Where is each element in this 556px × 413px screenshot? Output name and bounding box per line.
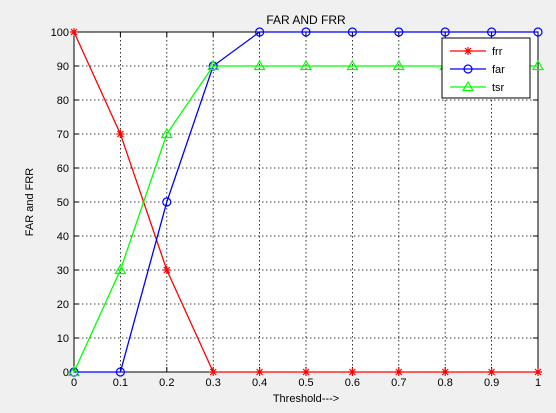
data-point-tsr xyxy=(392,59,405,71)
x-tick-label: 1 xyxy=(535,377,541,389)
data-point-frr xyxy=(302,368,310,376)
y-tick-label: 30 xyxy=(57,265,69,277)
data-point-far xyxy=(255,27,265,37)
y-tick-label: 60 xyxy=(57,163,69,175)
y-tick-label: 40 xyxy=(57,231,69,243)
data-point-frr xyxy=(394,368,403,376)
data-point-tsr xyxy=(253,59,266,71)
data-point-far xyxy=(162,197,172,207)
y-tick-label: 20 xyxy=(57,299,69,311)
data-point-tsr xyxy=(67,365,81,377)
y-tick-label: 50 xyxy=(57,197,69,209)
legend: frr far tsr xyxy=(441,37,531,99)
legend-label-tsr: tsr xyxy=(492,82,505,94)
x-tick-label: 0.7 xyxy=(391,377,406,389)
data-point-frr xyxy=(70,28,78,36)
y-tick-label: 0 xyxy=(63,367,69,379)
x-tick-label: 0.8 xyxy=(438,377,453,389)
data-point-far xyxy=(487,27,497,37)
grid-lines xyxy=(74,32,538,372)
data-point-far xyxy=(394,27,404,37)
y-tick-label: 80 xyxy=(57,95,69,107)
y-tick-label: 90 xyxy=(57,61,69,73)
x-tick-label: 0.2 xyxy=(159,377,174,389)
x-tick-label: 0.3 xyxy=(206,377,221,389)
legend-marker-frr xyxy=(464,47,472,55)
data-point-far xyxy=(440,27,450,37)
legend-label-frr: frr xyxy=(492,46,503,58)
data-point-far xyxy=(115,367,126,377)
data-point-frr xyxy=(209,368,218,376)
data-point-frr xyxy=(441,368,450,376)
data-point-tsr xyxy=(299,59,313,71)
x-tick-label: 0.9 xyxy=(484,377,499,389)
data-point-tsr xyxy=(531,59,545,71)
x-tick-label: 0.1 xyxy=(113,377,128,389)
x-tick-label: 0 xyxy=(71,377,77,389)
legend-label-far: far xyxy=(492,64,505,76)
x-axis-label: Threshold---> xyxy=(273,393,339,405)
series-line-far xyxy=(74,31,538,373)
data-point-tsr xyxy=(160,127,173,139)
legend-marker-far xyxy=(463,64,473,74)
data-point-far xyxy=(347,27,357,37)
y-tick-label: 10 xyxy=(57,333,69,345)
data-point-far xyxy=(533,27,543,37)
data-point-frr xyxy=(487,368,496,376)
x-tick-label: 0.6 xyxy=(345,377,360,389)
data-point-far xyxy=(301,27,311,37)
y-tick-label: 100 xyxy=(51,27,69,39)
legend-box xyxy=(441,37,531,99)
data-point-tsr xyxy=(114,263,127,275)
chart-title: FAR AND FRR xyxy=(266,13,346,27)
data-point-frr xyxy=(348,368,357,376)
data-point-frr xyxy=(534,368,542,376)
x-tick-label: 0.4 xyxy=(252,377,267,389)
data-point-frr xyxy=(116,130,125,138)
y-axis-label: FAR and FRR xyxy=(24,168,36,237)
y-tick-label: 70 xyxy=(57,129,69,141)
legend-marker-tsr xyxy=(461,80,475,92)
data-point-frr xyxy=(255,368,264,376)
data-point-tsr xyxy=(207,59,220,71)
axis-ticks: 0 0.1 0.2 0.3 0.4 0.5 0.6 0.7 0.8 0.9 101020304050… xyxy=(51,27,541,389)
data-point-tsr xyxy=(346,59,359,71)
data-point-frr xyxy=(162,266,171,274)
x-tick-label: 0.5 xyxy=(298,377,313,389)
